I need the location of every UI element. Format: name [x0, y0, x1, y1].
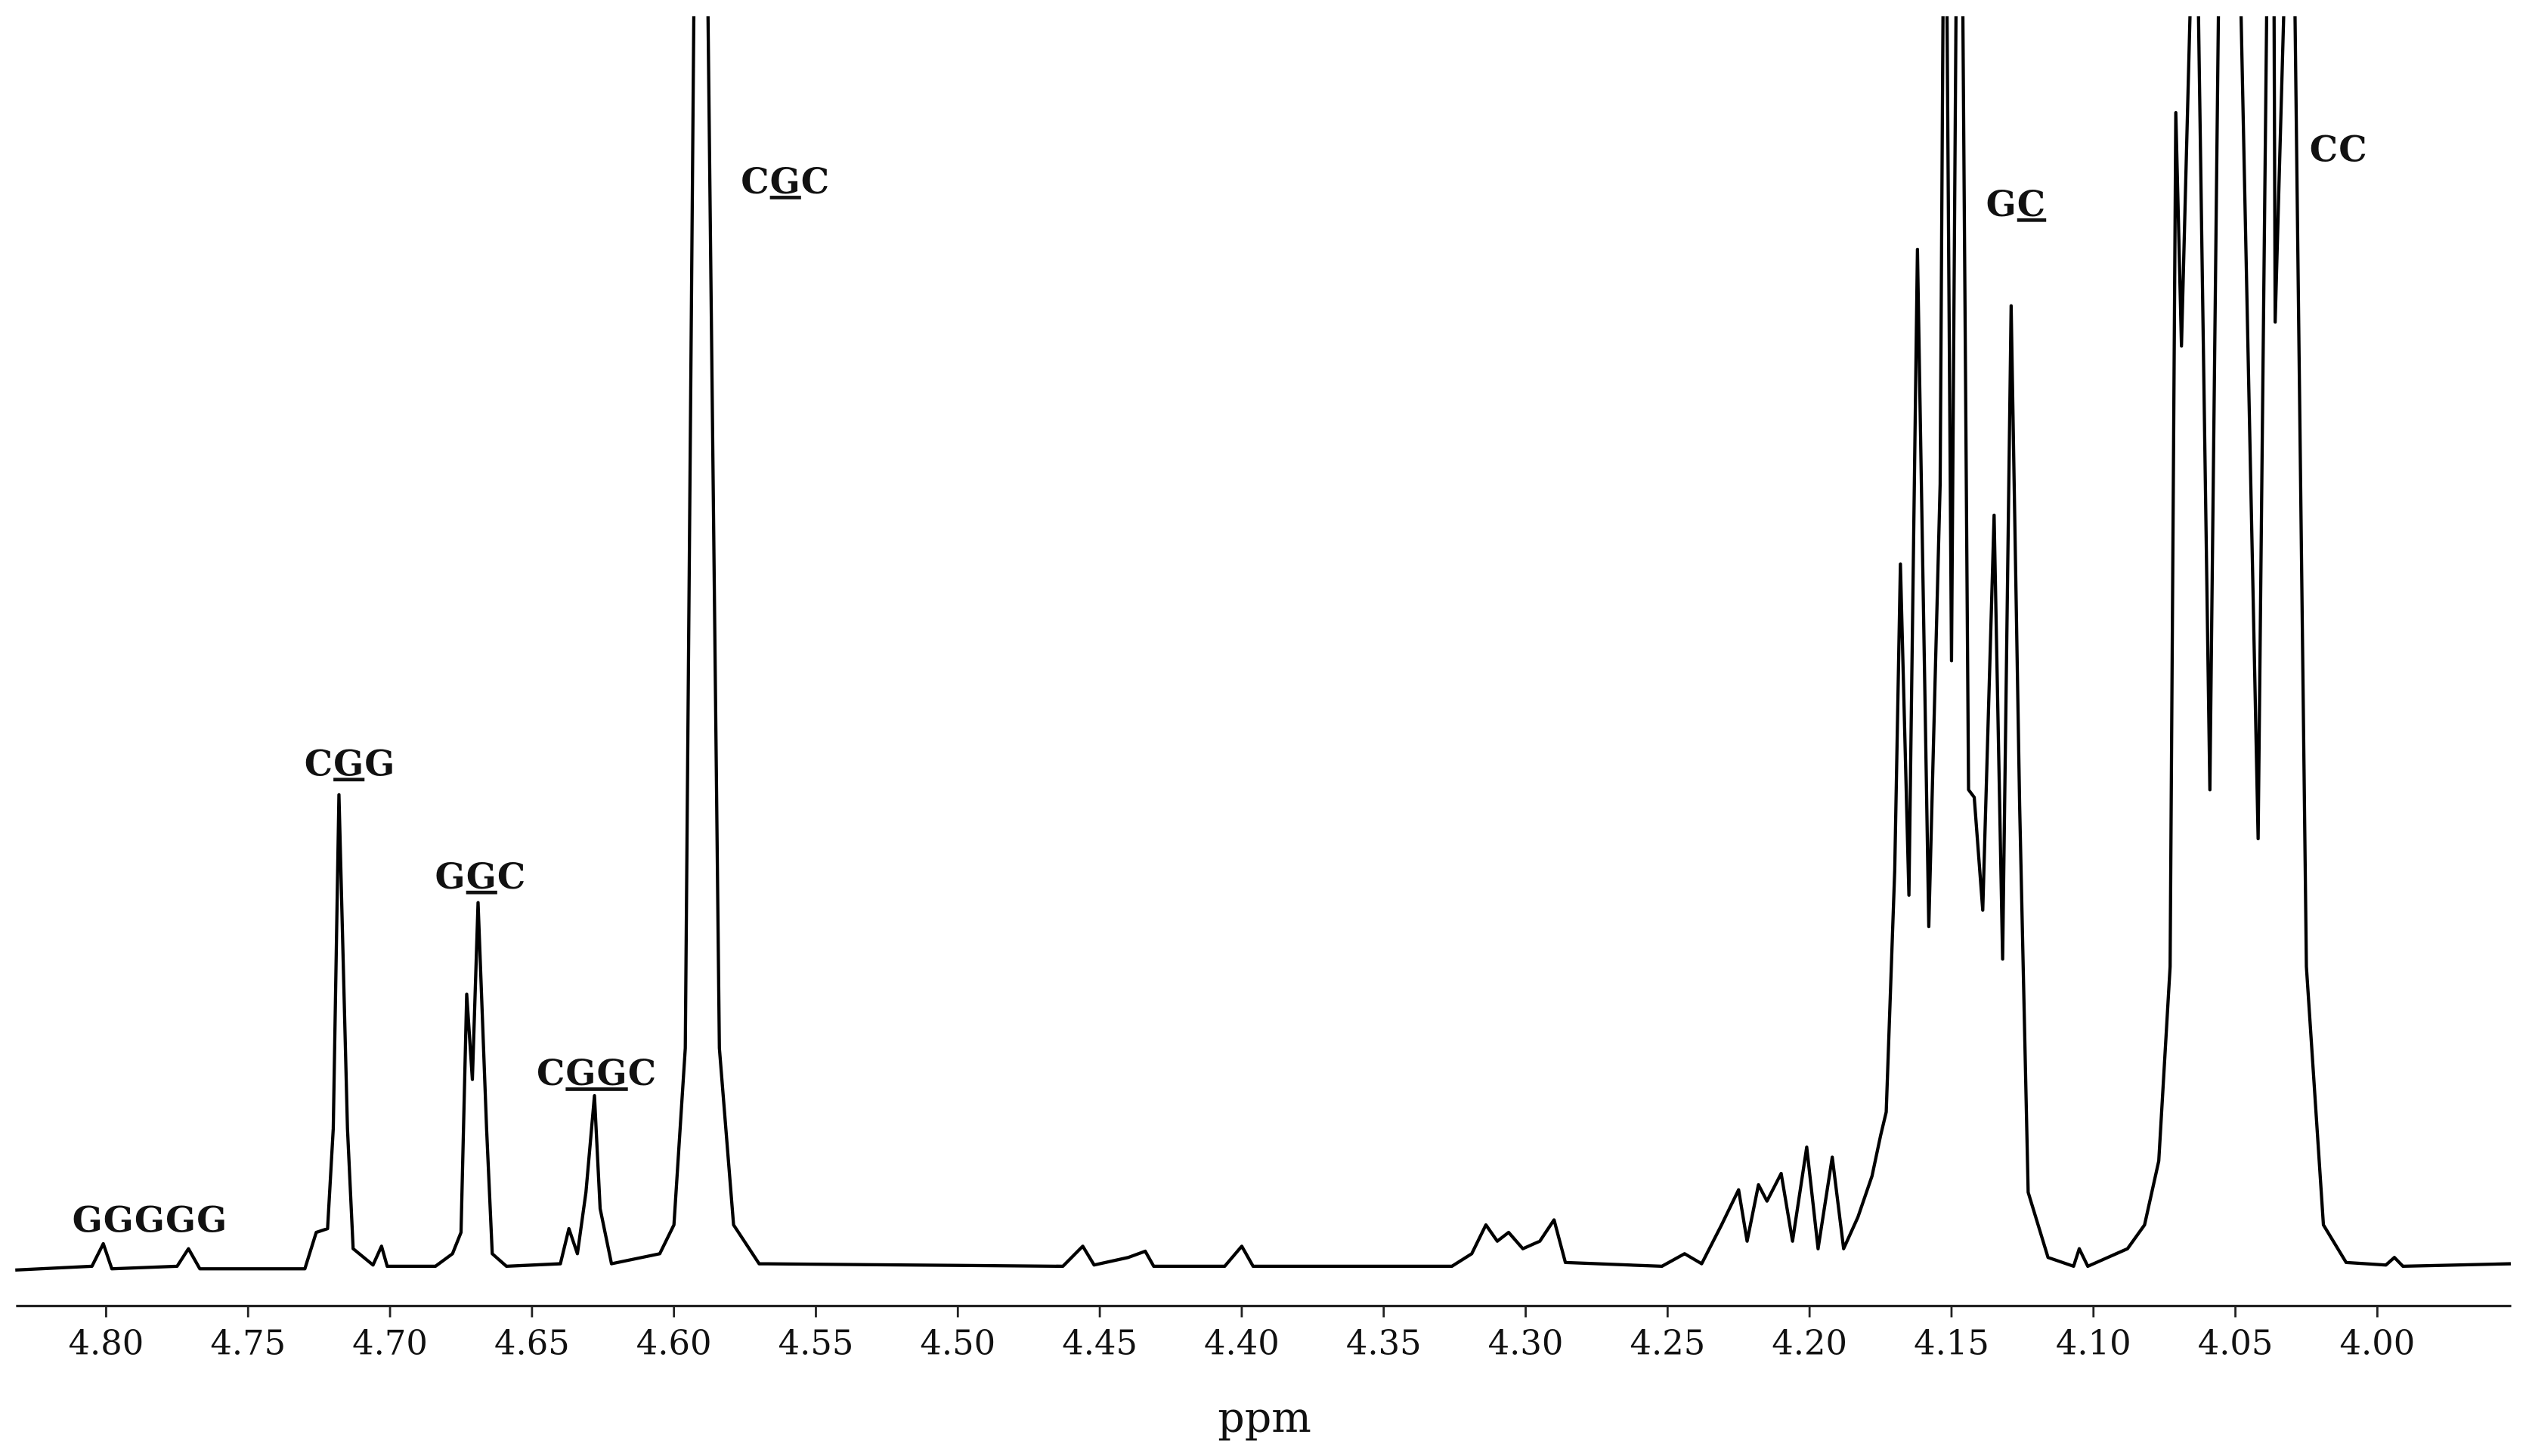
spectrum-line	[15, 16, 2511, 1272]
peak-label-part: GGGGG	[73, 1199, 228, 1241]
x-tick-label: 4.45	[1062, 1323, 1138, 1363]
peak-label: CGC	[741, 161, 830, 202]
x-tick-label: 4.25	[1630, 1323, 1705, 1363]
x-tick-label: 4.15	[1914, 1323, 1989, 1363]
peak-label-part: G	[466, 856, 497, 898]
peak-label-part: G	[1986, 184, 2017, 225]
peak-label-part: C	[537, 1053, 565, 1094]
peak-label-part: C	[305, 743, 333, 784]
peak-label-part: C	[497, 856, 526, 898]
peak-label: CGG	[305, 743, 396, 784]
x-tick-label: 4.80	[69, 1323, 144, 1363]
peak-label-part: G	[333, 743, 364, 784]
peak-label-part: C	[741, 161, 769, 202]
x-tick-label: 4.30	[1488, 1323, 1564, 1363]
peak-label-part: C	[2017, 184, 2046, 225]
peak-label-part: G	[364, 743, 395, 784]
peak-label-part: CC	[2310, 128, 2368, 170]
peak-label-part: G	[435, 856, 466, 898]
x-tick-label: 4.40	[1204, 1323, 1280, 1363]
peak-label: GGGGG	[73, 1199, 228, 1241]
peak-label-part: G	[770, 161, 801, 202]
x-tick-label: 4.70	[352, 1323, 428, 1363]
x-tick-label: 4.20	[1772, 1323, 1847, 1363]
x-tick-label: 4.00	[2340, 1323, 2416, 1363]
peak-label: CGGC	[537, 1053, 657, 1094]
peak-label-part: C	[801, 161, 830, 202]
x-axis-label: ppm	[1218, 1394, 1311, 1442]
x-tick-label: 4.05	[2198, 1323, 2274, 1363]
x-tick-label: 4.75	[210, 1323, 286, 1363]
peak-label: GGC	[435, 856, 527, 898]
x-tick-label: 4.65	[494, 1323, 570, 1363]
x-tick-label: 4.60	[636, 1323, 712, 1363]
x-tick-label: 4.35	[1346, 1323, 1422, 1363]
peak-label: CC	[2310, 128, 2368, 170]
peak-label: GC	[1986, 184, 2047, 225]
x-tick-label: 4.10	[2056, 1323, 2131, 1363]
x-tick-label: 4.50	[920, 1323, 995, 1363]
peak-label-part: GG	[565, 1053, 627, 1094]
x-tick-label: 4.55	[779, 1323, 854, 1363]
peak-label-part: C	[628, 1053, 657, 1094]
